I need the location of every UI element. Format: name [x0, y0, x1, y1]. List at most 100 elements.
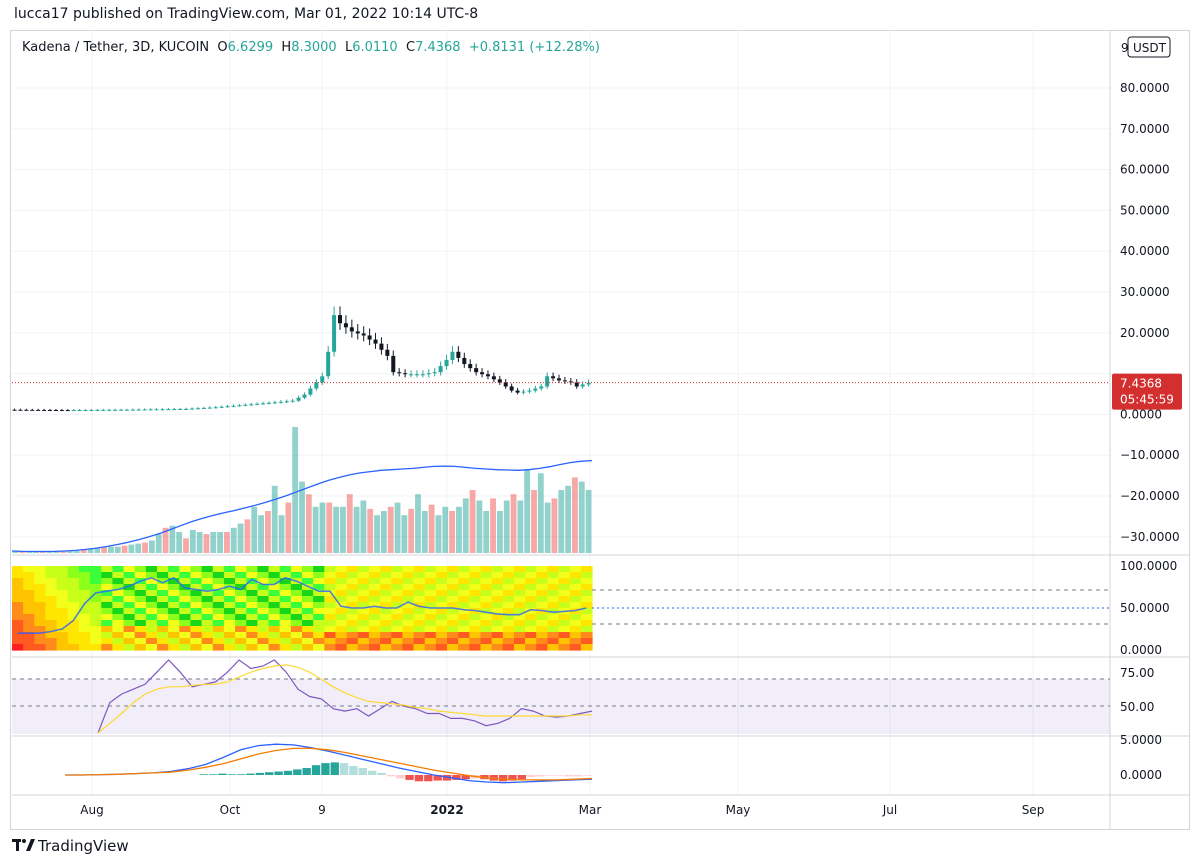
heatmap-cell	[123, 626, 136, 633]
heatmap-cell	[34, 590, 47, 597]
heatmap-cell	[179, 632, 192, 639]
price-tick-label: 50.0000	[1120, 203, 1170, 217]
candle-body	[491, 376, 496, 380]
chart-frame	[10, 30, 1190, 830]
heatmap-cell	[223, 632, 236, 639]
macd-histogram-bar	[367, 770, 377, 775]
heatmap-cell	[569, 608, 582, 615]
heatmap-cell	[101, 638, 113, 645]
heatmap-cell	[580, 620, 593, 627]
heatmap-cell	[335, 590, 348, 597]
heatmap-cell	[23, 572, 35, 579]
volume-bar	[456, 506, 462, 553]
volume-bar	[544, 502, 551, 553]
candle-body	[456, 351, 461, 358]
heatmap-cell	[302, 608, 314, 615]
candle-body	[148, 409, 153, 411]
heatmap-cell	[168, 566, 180, 573]
macd-tick-label: 5.0000	[1120, 733, 1162, 747]
heatmap-cell	[491, 584, 504, 591]
heatmap-cell	[302, 578, 314, 585]
macd-histogram-bar	[583, 775, 592, 776]
heatmap-cell	[357, 572, 370, 579]
heatmap-cell	[525, 608, 537, 615]
macd-histogram-bar	[461, 775, 470, 780]
volume-bar	[408, 508, 415, 553]
heatmap-cell	[56, 584, 69, 591]
heatmap-cell	[547, 590, 560, 597]
macd-histogram-bar	[227, 774, 237, 775]
heatmap-cell	[23, 644, 35, 651]
heatmap-cell	[235, 608, 247, 615]
macd-signal-line	[65, 747, 593, 781]
heatmap-cell	[458, 584, 470, 591]
macd-histogram-bar	[433, 775, 442, 781]
macd-histogram-bar	[199, 774, 208, 775]
heatmap-cell	[179, 638, 192, 645]
heatmap-cell	[458, 602, 470, 609]
rsi-ma-line	[97, 664, 592, 734]
heatmap-cell	[391, 584, 403, 591]
heatmap-cell	[212, 632, 225, 639]
macd-histogram-bar	[424, 775, 433, 782]
heatmap-cell	[290, 626, 303, 633]
heatmap-cell	[435, 566, 448, 573]
heatmap-cell	[223, 602, 236, 609]
heatmap-cell	[12, 578, 24, 585]
heatmap-cell	[179, 620, 192, 627]
heatmap-cell	[580, 596, 593, 603]
macd-histogram-bar	[283, 770, 293, 775]
heatmap-cell	[435, 584, 448, 591]
heatmap-cell	[123, 578, 136, 585]
macd-histogram-bar	[377, 772, 386, 775]
volume-bar	[135, 543, 142, 553]
candle-body	[231, 405, 236, 407]
volume-bar	[537, 473, 544, 553]
heatmap-cell	[223, 644, 236, 651]
heatmap-cell	[380, 644, 392, 651]
heatmap-cell	[112, 566, 125, 573]
heatmap-cell	[145, 644, 158, 651]
volume-bars	[12, 427, 592, 553]
candle-body	[397, 372, 402, 374]
candle-body	[243, 404, 248, 406]
heatmap-cell	[257, 578, 270, 585]
heatmap-cell	[447, 572, 459, 579]
macd-histogram-bar	[555, 775, 564, 776]
candle-body	[12, 409, 17, 411]
heatmap-cell	[569, 620, 582, 627]
heatmap-cell	[525, 614, 537, 621]
candle-body	[497, 379, 502, 383]
heatmap-cell	[357, 644, 370, 651]
heatmap-cell	[45, 590, 58, 597]
heatmap-cell	[569, 596, 582, 603]
heatmap-cell	[246, 638, 258, 645]
heatmap-cell	[201, 590, 214, 597]
heatmap-cell	[536, 638, 548, 645]
heatmap-cell	[279, 578, 292, 585]
heatmap-cell	[413, 572, 426, 579]
heatmap-cell	[101, 608, 113, 615]
volume-bar	[12, 550, 19, 553]
heatmap-cell	[279, 644, 292, 651]
heatmap-cell	[56, 638, 69, 645]
candle-body	[586, 382, 591, 385]
heatmap-cell	[313, 638, 325, 645]
heatmap-cell	[123, 590, 136, 597]
heatmap-cell	[424, 608, 437, 615]
candle-body	[485, 374, 490, 377]
heatmap-cell	[536, 566, 548, 573]
heatmap-cell	[302, 584, 314, 591]
heatmap-cell	[580, 614, 593, 621]
heatmap-cell	[45, 572, 58, 579]
heatmap-line	[17, 576, 587, 634]
macd-histogram-bar	[527, 775, 536, 778]
heatmap-cell	[279, 608, 292, 615]
heatmap-cell	[112, 590, 125, 597]
heatmap-cell	[491, 614, 504, 621]
heatmap-cell	[558, 632, 571, 639]
heatmap-cell	[469, 584, 482, 591]
heatmap-cell	[357, 614, 370, 621]
heatmap-cell	[157, 596, 169, 603]
